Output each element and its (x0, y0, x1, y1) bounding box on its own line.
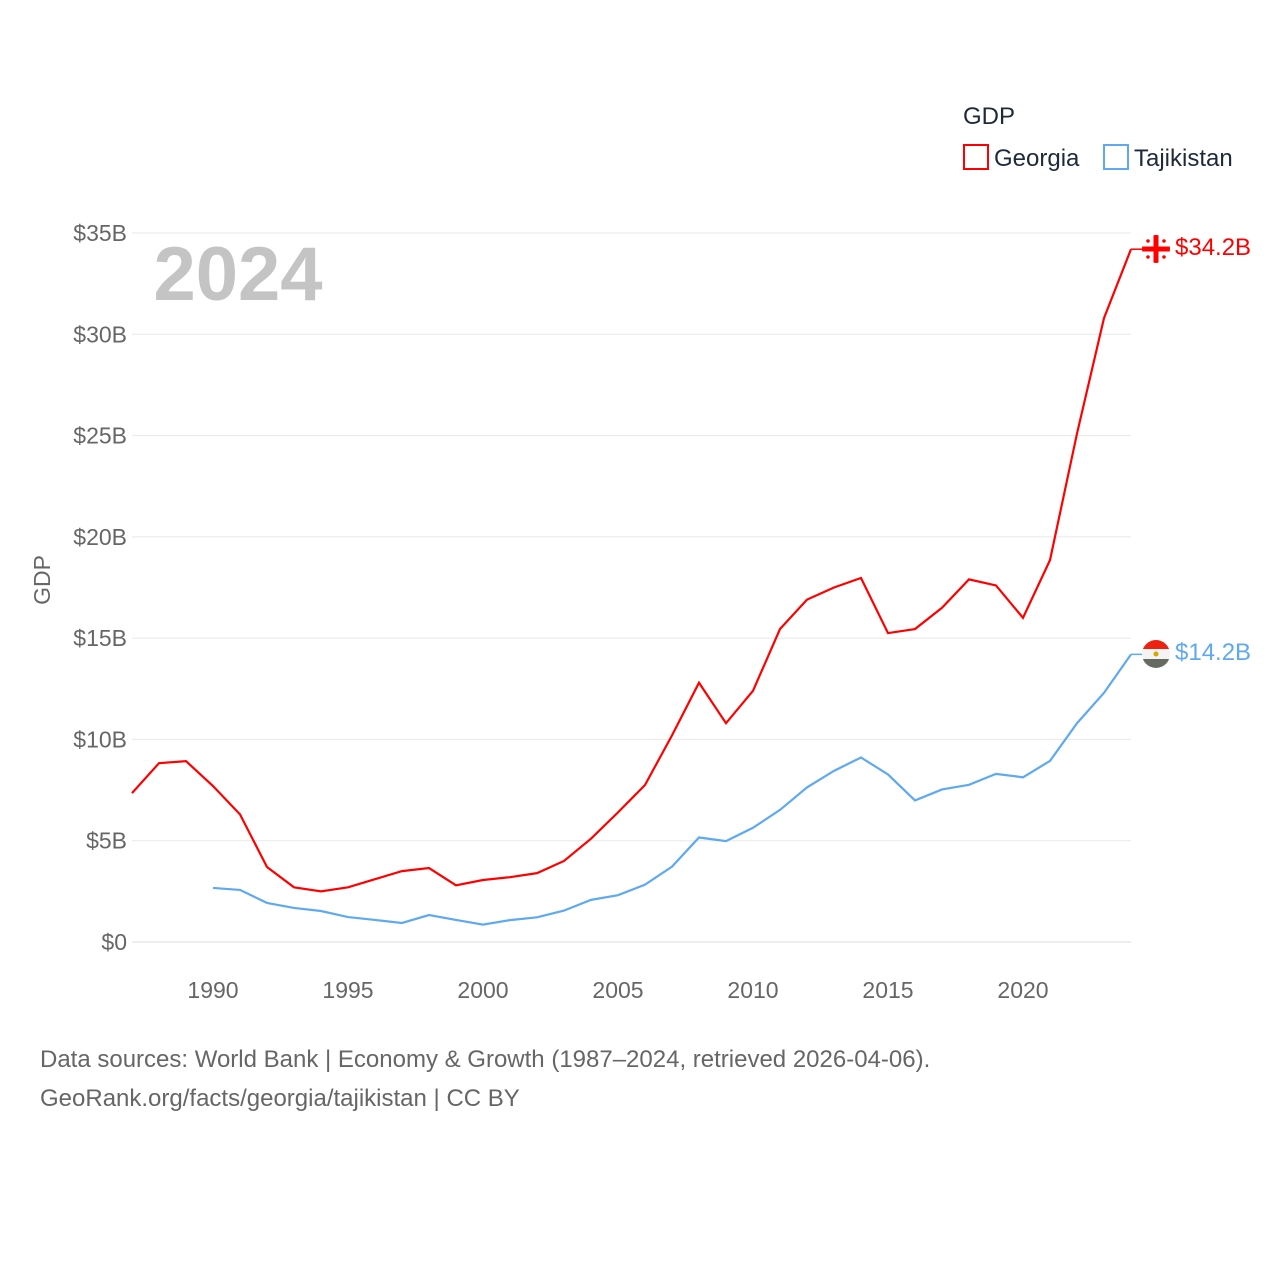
y-tick-label: $25B (73, 423, 127, 449)
y-tick-label: $15B (73, 625, 127, 651)
legend-item-georgia[interactable]: Georgia (963, 144, 1080, 172)
x-tick-label: 2010 (727, 977, 778, 1003)
x-tick-label: 1995 (322, 977, 373, 1003)
x-tick-label: 2000 (457, 977, 508, 1003)
tajikistan-series-line (212, 653, 1132, 926)
y-tick-label: $30B (73, 321, 127, 347)
x-tick-label: 1990 (187, 977, 238, 1003)
georgia-flag-icon (1142, 235, 1170, 263)
y-tick-label: $5B (86, 828, 127, 854)
y-axis-label: GDP (29, 555, 55, 605)
x-tick-label: 2015 (862, 977, 913, 1003)
y-tick-label: $20B (73, 524, 127, 550)
x-tick-label: 2005 (592, 977, 643, 1003)
legend-label: Tajikistan (1134, 145, 1233, 172)
tajikistan-flag-icon (1142, 640, 1170, 668)
georgia-series-line (131, 248, 1133, 893)
y-tick-label: $0 (101, 929, 127, 955)
legend-swatch (963, 144, 989, 170)
georgia-end-label: $34.2B (1175, 234, 1251, 261)
attribution-link[interactable]: GeoRank.org/facts/georgia/tajikistan | C… (40, 1085, 520, 1112)
y-tick-label: $10B (73, 726, 127, 752)
legend-label: Georgia (994, 145, 1080, 172)
x-tick-label: 2020 (997, 977, 1048, 1003)
tajikistan-end-label: $14.2B (1175, 639, 1251, 666)
source-line: Data sources: World Bank | Economy & Gro… (40, 1046, 931, 1073)
legend-title: GDP (963, 103, 1015, 130)
legend-swatch (1103, 144, 1129, 170)
year-watermark: 2024 (153, 232, 322, 317)
y-tick-label: $35B (73, 220, 127, 246)
legend-item-tajikistan[interactable]: Tajikistan (1103, 144, 1233, 172)
